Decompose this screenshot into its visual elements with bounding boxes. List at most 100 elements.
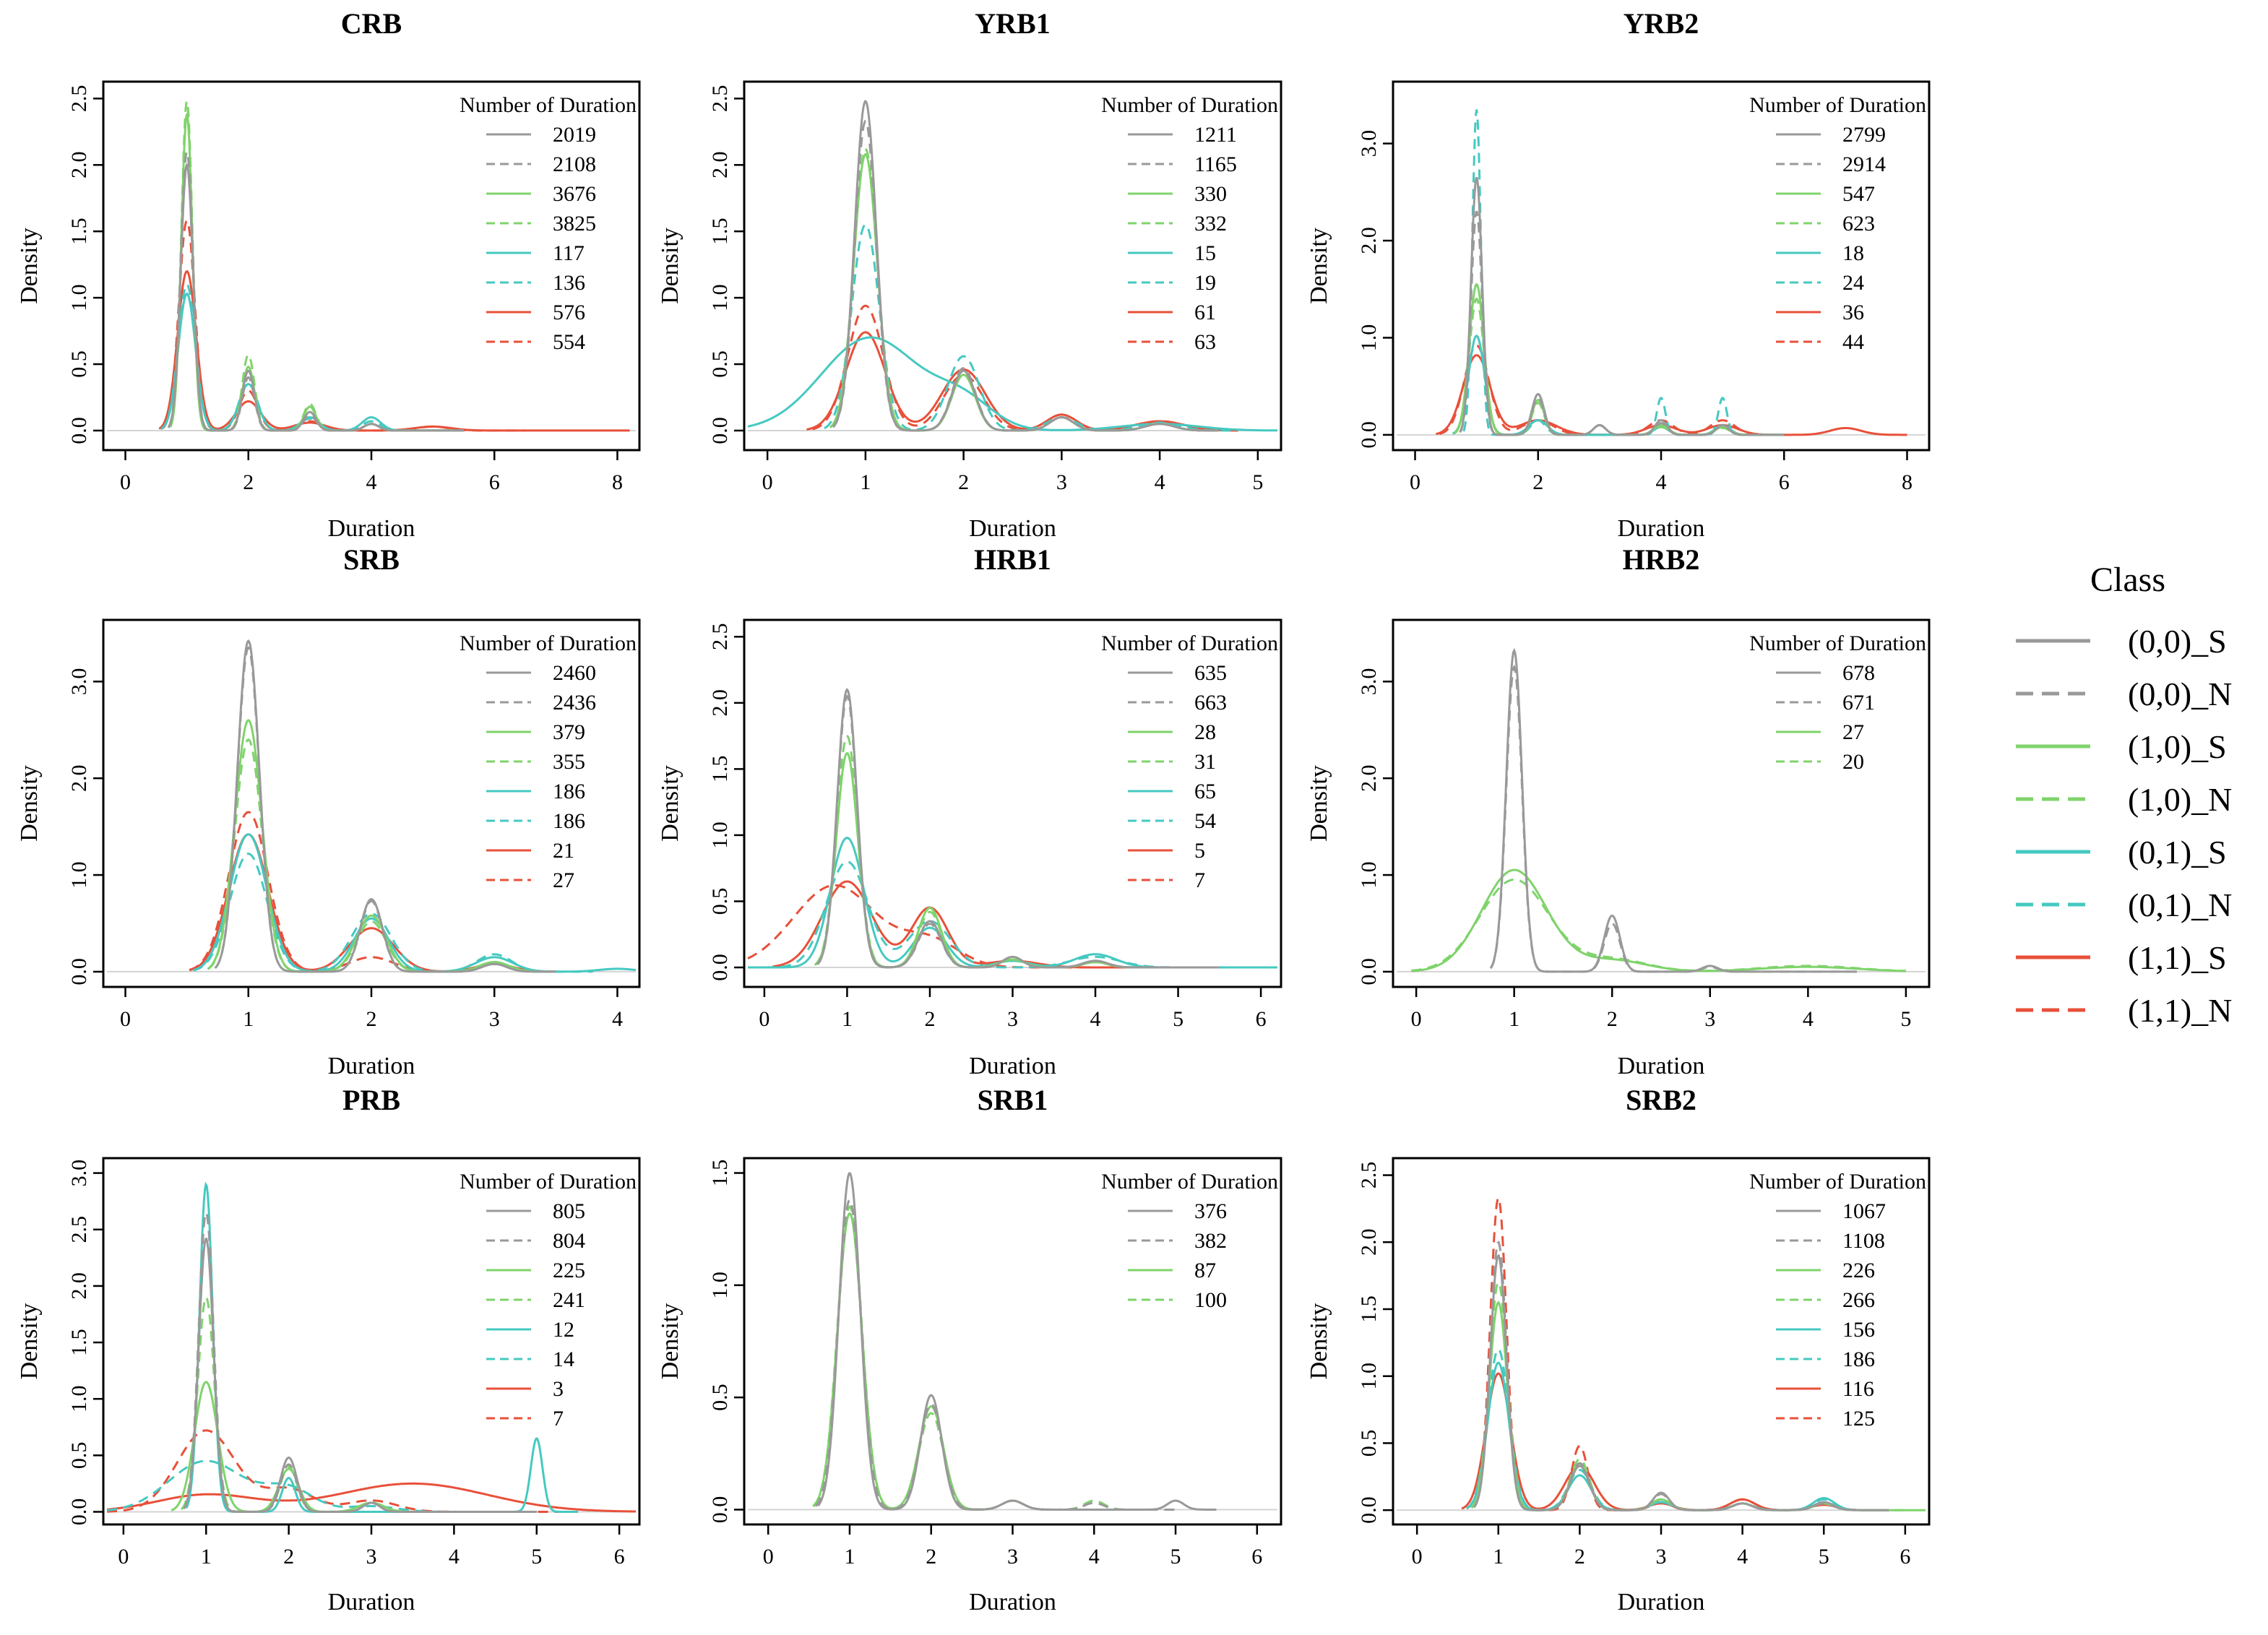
legend-entry-label: 18 bbox=[1842, 241, 1864, 265]
legend-entry-label: 186 bbox=[1842, 1347, 1875, 1371]
y-tick-label: 1.0 bbox=[708, 1272, 732, 1299]
panel-crb: CRB 0 2 4 6 8 0.0 0.5 1.0 1.5 2.0 2.5 Duration Densit… bbox=[16, 7, 641, 542]
density-curve-(0,1)_S bbox=[185, 1181, 578, 1513]
legend-entry-label: 226 bbox=[1842, 1259, 1875, 1282]
panel-title: HRB1 bbox=[974, 543, 1051, 576]
y-axis-label: Density bbox=[1306, 765, 1332, 842]
density-curves bbox=[1436, 109, 1907, 436]
density-curve-(0,0)_S bbox=[816, 1172, 1217, 1511]
density-curves bbox=[1461, 1196, 1926, 1511]
y-tick-label: 0.5 bbox=[708, 888, 732, 915]
y-tick-label: 0.0 bbox=[67, 958, 91, 985]
x-tick-label: 1 bbox=[1509, 1007, 1519, 1031]
x-tick-label: 0 bbox=[118, 1545, 129, 1569]
legend-entry-label: 1211 bbox=[1194, 123, 1237, 147]
legend-title: Number of Duration bbox=[1101, 93, 1278, 117]
density-curve-(0,0)_S bbox=[832, 100, 1219, 432]
legend-entry-label: 87 bbox=[1194, 1259, 1216, 1282]
panel-title: SRB1 bbox=[978, 1084, 1048, 1116]
x-tick-label: 0 bbox=[120, 470, 131, 494]
x-tick-label: 5 bbox=[1252, 470, 1263, 494]
x-tick-label: 3 bbox=[1056, 470, 1067, 494]
density-curve-(0,0)_S bbox=[816, 688, 1220, 969]
panel-title: CRB bbox=[341, 7, 402, 40]
legend-entry-label: 330 bbox=[1194, 182, 1227, 206]
legend-entry-label: 7 bbox=[553, 1407, 564, 1431]
legend-entry-label: 2460 bbox=[553, 661, 596, 685]
x-tick-label: 1 bbox=[860, 470, 871, 494]
x-tick-label: 1 bbox=[201, 1545, 212, 1569]
x-tick-label: 2 bbox=[1607, 1007, 1618, 1031]
y-tick-label: 2.5 bbox=[67, 85, 91, 113]
density-curve-(1,1)_S bbox=[772, 880, 1137, 969]
duration-legend: Number of Duration 635 663 28 31 65 54 5 7 bbox=[1101, 631, 1278, 892]
legend-entry-label: 5 bbox=[1194, 839, 1205, 863]
y-tick-label: 2.0 bbox=[67, 764, 91, 792]
legend-entry-label: 2436 bbox=[553, 691, 596, 715]
y-tick-label: 0.5 bbox=[708, 1384, 732, 1411]
density-curve-(0,1)_N bbox=[824, 223, 1238, 432]
legend-entry-label: 63 bbox=[1194, 330, 1216, 354]
density-curves bbox=[812, 1172, 1217, 1511]
x-tick-label: 5 bbox=[1819, 1545, 1829, 1569]
x-tick-label: 4 bbox=[1656, 470, 1667, 494]
legend-entry-label: 100 bbox=[1194, 1288, 1227, 1312]
y-axis-label: Density bbox=[16, 1303, 43, 1380]
density-curve-(0,0)_S bbox=[167, 163, 464, 432]
x-tick-label: 5 bbox=[1900, 1007, 1911, 1031]
y-tick-label: 2.0 bbox=[708, 152, 732, 179]
legend-entry-label: 36 bbox=[1842, 301, 1864, 324]
density-curve-(1,1)_S bbox=[1461, 1372, 1889, 1511]
panel-hrb1: HRB1 0 1 2 3 4 5 6 0.0 0.5 1.0 1.5 2.0 2.5 Duration Den… bbox=[657, 543, 1282, 1079]
y-tick-label: 2.5 bbox=[67, 1216, 91, 1243]
x-tick-label: 5 bbox=[1173, 1007, 1183, 1031]
x-tick-label: 1 bbox=[842, 1007, 853, 1031]
x-tick-label: 3 bbox=[1007, 1007, 1018, 1031]
legend-entry-label: 15 bbox=[1194, 241, 1216, 265]
density-curve-(0,0)_N bbox=[1459, 210, 1785, 436]
x-tick-label: 6 bbox=[614, 1545, 625, 1569]
legend-entry-label: 663 bbox=[1194, 691, 1227, 715]
plot-frame bbox=[743, 80, 1282, 452]
legend-entry-label: 24 bbox=[1842, 271, 1864, 295]
x-tick-label: 0 bbox=[759, 1007, 769, 1031]
duration-legend: Number of Duration 1067 1108 226 266 156 186 11… bbox=[1749, 1170, 1926, 1431]
density-curve-(1,0)_S bbox=[1454, 282, 1785, 436]
density-curve-(1,0)_N bbox=[180, 1295, 537, 1513]
x-tick-label: 2 bbox=[1574, 1545, 1585, 1569]
density-curve-(0,0)_S bbox=[1489, 647, 1858, 973]
x-tick-label: 2 bbox=[926, 1545, 936, 1569]
panel-title: YRB1 bbox=[975, 7, 1050, 40]
y-tick-label: 0.5 bbox=[708, 350, 732, 378]
density-curves bbox=[747, 688, 1277, 969]
legend-entry-label: 27 bbox=[1842, 720, 1864, 744]
panel-title: SRB bbox=[343, 543, 400, 576]
density-curve-(1,1)_N bbox=[812, 304, 1238, 432]
density-curve-(0,1)_N bbox=[1462, 109, 1785, 436]
legend-entry-label: 266 bbox=[1842, 1288, 1875, 1312]
density-curves bbox=[106, 1181, 637, 1513]
legend-entry-label: 241 bbox=[553, 1288, 585, 1312]
density-curves bbox=[1411, 647, 1906, 973]
panel-hrb2: HRB2 0 1 2 3 4 5 0.0 1.0 2.0 3.0 Duration Density Num… bbox=[1306, 543, 1931, 1079]
x-tick-label: 4 bbox=[612, 1007, 623, 1031]
density-curve-(0,0)_S bbox=[214, 639, 556, 973]
x-tick-label: 4 bbox=[1155, 470, 1165, 494]
y-tick-label: 1.0 bbox=[67, 1385, 91, 1412]
legend-entry-label: 65 bbox=[1194, 780, 1216, 803]
y-axis-label: Density bbox=[16, 765, 43, 842]
y-tick-label: 0.0 bbox=[708, 1496, 732, 1524]
y-tick-label: 0.0 bbox=[708, 954, 732, 981]
legend-entry-label: 27 bbox=[553, 868, 574, 892]
legend-entry-label: 136 bbox=[553, 271, 585, 295]
y-tick-label: 0.5 bbox=[1357, 1430, 1381, 1457]
x-tick-label: 0 bbox=[120, 1007, 131, 1031]
legend-entry-label: 186 bbox=[553, 780, 585, 803]
y-tick-label: 2.0 bbox=[1357, 764, 1381, 792]
x-tick-label: 4 bbox=[449, 1545, 460, 1569]
density-curves bbox=[747, 100, 1277, 432]
x-tick-label: 4 bbox=[1090, 1007, 1101, 1031]
legend-entry-label: 623 bbox=[1842, 212, 1875, 236]
density-curve-(0,0)_N bbox=[1473, 1240, 1889, 1511]
